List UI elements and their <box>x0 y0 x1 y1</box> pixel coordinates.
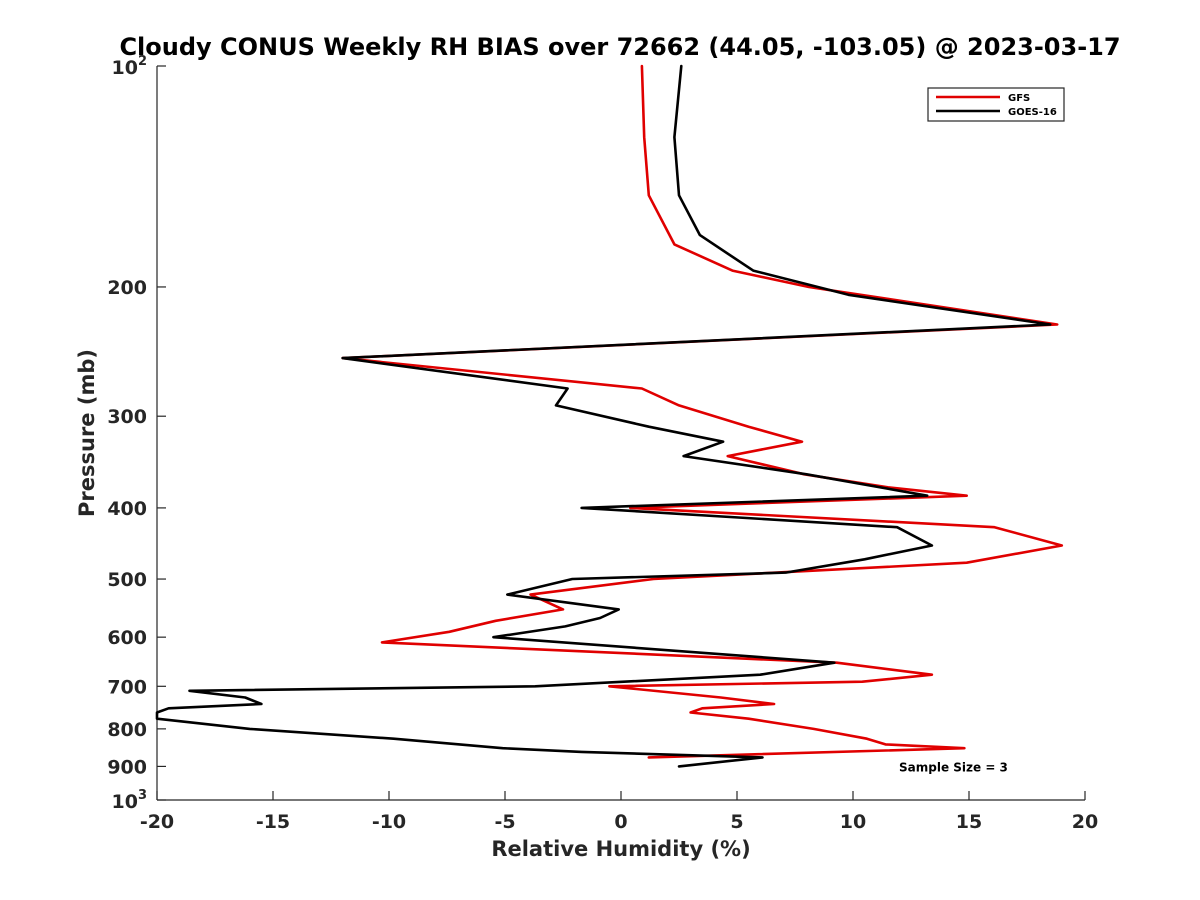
x-tick-label: 10 <box>840 811 866 833</box>
legend: GFS GOES-16 <box>927 87 1065 122</box>
y-tick-label: 102 <box>112 54 148 79</box>
series-layer <box>155 64 1064 768</box>
y-tick-base: 10 <box>112 57 138 79</box>
axes: -20 -15 -10 -5 0 5 10 15 20102200300400500600700… <box>107 54 1098 833</box>
sample-size-annotation: Sample Size = 3 <box>899 760 1008 774</box>
y-tick-exponent: 3 <box>138 788 147 803</box>
x-tick-label: 20 <box>1072 811 1098 833</box>
y-tick-label: 900 <box>107 756 147 778</box>
x-tick-label: 15 <box>956 811 982 833</box>
y-tick-label: 700 <box>107 676 147 698</box>
x-axis-label: Relative Humidity (%) <box>491 837 750 861</box>
legend-label: GFS <box>1008 93 1030 104</box>
x-tick-label: 0 <box>614 811 627 833</box>
y-tick-label: 500 <box>107 569 147 591</box>
y-tick-label: 200 <box>107 277 147 299</box>
legend-box <box>927 87 1065 122</box>
x-tick-label: -5 <box>494 811 515 833</box>
x-tick-label: -15 <box>256 811 290 833</box>
y-tick-label: 600 <box>107 627 147 649</box>
x-tick-label: -20 <box>140 811 174 833</box>
y-tick-exponent: 2 <box>138 54 147 69</box>
y-tick-label: 300 <box>107 406 147 428</box>
y-tick-label: 103 <box>112 788 148 813</box>
y-axis-label: Pressure (mb) <box>75 349 99 517</box>
x-tick-label: -10 <box>372 811 406 833</box>
y-tick-label: 800 <box>107 719 147 741</box>
y-tick-base: 10 <box>112 791 138 813</box>
legend-label: GOES-16 <box>1008 107 1057 118</box>
y-tick-label: 400 <box>107 498 147 520</box>
series-line-goes-16 <box>155 64 1052 768</box>
annotation-layer: Sample Size = 3 <box>899 760 1008 774</box>
chart-title: Cloudy CONUS Weekly RH BIAS over 72662 (… <box>119 33 1120 61</box>
x-tick-label: 5 <box>730 811 743 833</box>
